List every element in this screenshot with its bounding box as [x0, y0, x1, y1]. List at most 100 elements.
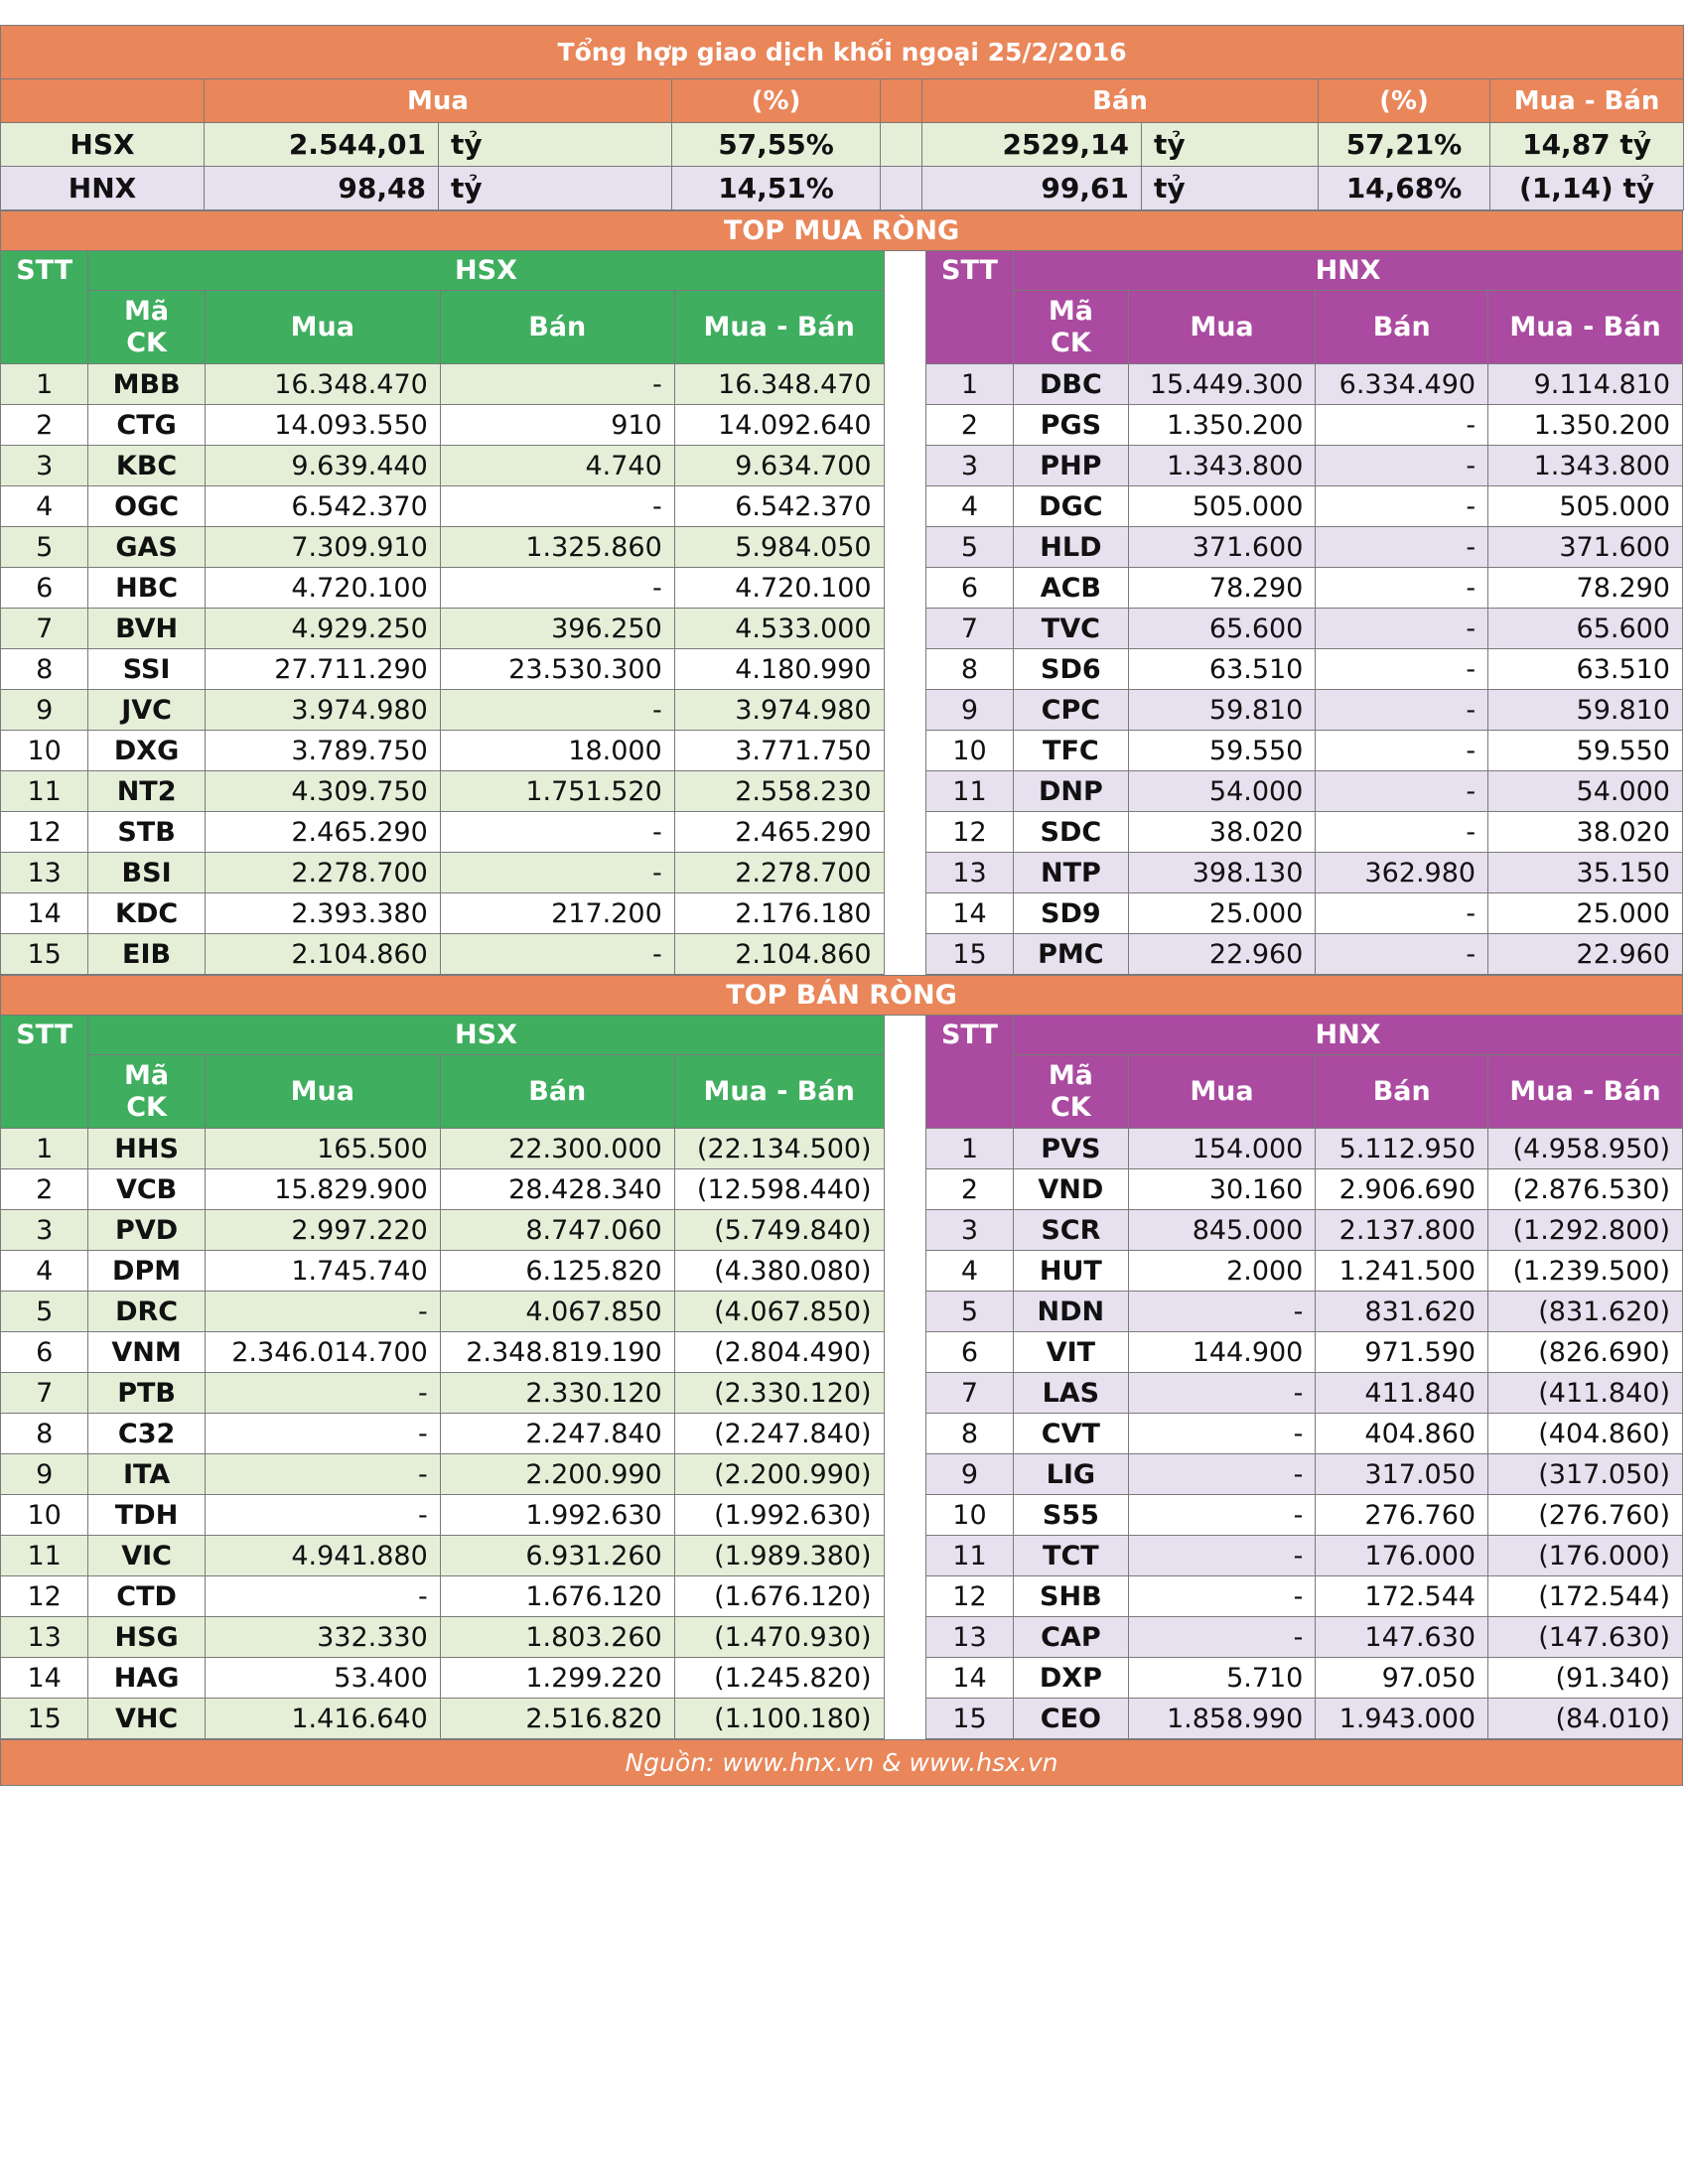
- hsx-buy-cell: 16.348.470: [204, 363, 441, 405]
- hsx-ticker-cell: VHC: [87, 1698, 206, 1739]
- hnx-buy-cell: 65.600: [1127, 608, 1317, 649]
- hnx-sell-cell: -: [1315, 648, 1489, 690]
- hsx-ticker-cell: BSI: [87, 852, 206, 893]
- hsx-sell-cell: 2.516.820: [439, 1698, 675, 1739]
- hnx-ticker-cell: SHB: [1013, 1575, 1129, 1617]
- hsx-sell-cell: 4.067.850: [439, 1291, 675, 1332]
- hnx-ticker-cell: NTP: [1013, 852, 1129, 893]
- hsx-ticker-cell: DRC: [87, 1291, 206, 1332]
- hsx-net-cell: (1.100.180): [673, 1698, 885, 1739]
- hnx-group-header: HNX: [1013, 1015, 1683, 1055]
- hnx-ticker-cell: DNP: [1013, 770, 1129, 812]
- hnx-net-cell: 1.343.800: [1487, 445, 1683, 486]
- table-row: 10 DXG 3.789.750 18.000 3.771.750 10 TFC 59.550…: [0, 730, 1683, 771]
- col-sell: Bán: [439, 290, 675, 364]
- hsx-buy-cell: 2.278.700: [204, 852, 441, 893]
- hnx-buy-cell: -: [1127, 1575, 1317, 1617]
- hsx-ticker-cell: MBB: [87, 363, 206, 405]
- hnx-ticker-cell: S55: [1013, 1494, 1129, 1536]
- hsx-net-cell: (5.749.840): [673, 1209, 885, 1251]
- hnx-ticker-cell: SCR: [1013, 1209, 1129, 1251]
- hnx-sell-cell: 404.860: [1315, 1413, 1489, 1454]
- hsx-stt-cell: 15: [0, 933, 89, 975]
- hsx-net-cell: 5.984.050: [673, 526, 885, 568]
- hsx-stt-cell: 12: [0, 811, 89, 853]
- hsx-ticker-cell: HSG: [87, 1616, 206, 1658]
- hnx-net-cell: 65.600: [1487, 608, 1683, 649]
- hnx-net-cell: (826.690): [1487, 1331, 1683, 1373]
- hsx-stt-cell: 9: [0, 689, 89, 731]
- hnx-ticker-cell: SD9: [1013, 892, 1129, 934]
- hsx-net-cell: (2.247.840): [673, 1413, 885, 1454]
- table-row: 13 BSI 2.278.700-2.278.700 13 NTP 398.130 362.…: [0, 852, 1683, 893]
- hsx-buy-cell: -: [204, 1494, 441, 1536]
- net-value: (1,14) tỷ: [1488, 166, 1685, 210]
- hsx-net-cell: (1.992.630): [673, 1494, 885, 1536]
- hnx-sell-cell: 831.620: [1315, 1291, 1489, 1332]
- hsx-stt-cell: 13: [0, 852, 89, 893]
- hnx-sell-cell: -: [1315, 892, 1489, 934]
- hsx-ticker-cell: PTB: [87, 1372, 206, 1414]
- top-sell-table: TOP BÁN RÒNG STT HSX STT HNX Mã CK Mua Bá…: [0, 975, 1683, 1739]
- hsx-net-cell: (1.245.820): [673, 1657, 885, 1699]
- hsx-ticker-cell: KDC: [87, 892, 206, 934]
- hsx-stt-cell: 12: [0, 1575, 89, 1617]
- col-net: Mua - Bán: [673, 290, 885, 364]
- hnx-sell-cell: 5.112.950: [1315, 1128, 1489, 1169]
- top-buy-title: TOP MUA RÒNG: [0, 210, 1683, 251]
- hsx-buy-cell: 6.542.370: [204, 485, 441, 527]
- hnx-stt-cell: 11: [924, 1535, 1015, 1576]
- hnx-ticker-cell: CEO: [1013, 1698, 1129, 1739]
- hnx-buy-cell: 1.343.800: [1127, 445, 1317, 486]
- hsx-sell-cell: -: [439, 363, 675, 405]
- hsx-ticker-cell: VIC: [87, 1535, 206, 1576]
- hnx-sell-cell: -: [1315, 770, 1489, 812]
- hnx-net-cell: 9.114.810: [1487, 363, 1683, 405]
- hnx-buy-cell: 154.000: [1127, 1128, 1317, 1169]
- hnx-net-cell: (411.840): [1487, 1372, 1683, 1414]
- hnx-sell-cell: 147.630: [1315, 1616, 1489, 1658]
- hsx-net-cell: (4.380.080): [673, 1250, 885, 1292]
- hsx-sell-cell: 2.200.990: [439, 1453, 675, 1495]
- hnx-ticker-cell: TCT: [1013, 1535, 1129, 1576]
- hsx-buy-cell: 3.974.980: [204, 689, 441, 731]
- hnx-net-cell: (404.860): [1487, 1413, 1683, 1454]
- sell-pct: 57,21%: [1318, 122, 1490, 167]
- hnx-stt-cell: 9: [924, 689, 1015, 731]
- buy-value: 2.544,01: [204, 122, 439, 167]
- hsx-ticker-cell: VNM: [87, 1331, 206, 1373]
- hnx-buy-cell: 30.160: [1127, 1168, 1317, 1210]
- hnx-ticker-cell: PGS: [1013, 404, 1129, 446]
- table-row: 4 OGC 6.542.370-6.542.370 4 DGC 505.000-505.0…: [0, 485, 1683, 527]
- hnx-sell-cell: -: [1315, 689, 1489, 731]
- hsx-stt-cell: 5: [0, 1291, 89, 1332]
- hsx-stt-cell: 7: [0, 608, 89, 649]
- hnx-buy-cell: -: [1127, 1372, 1317, 1414]
- table-row: 14 KDC 2.393.380 217.200 2.176.180 14 SD9 25.00…: [0, 892, 1683, 934]
- hnx-sell-cell: 362.980: [1315, 852, 1489, 893]
- hnx-net-cell: (1.239.500): [1487, 1250, 1683, 1292]
- sell-unit: tỷ: [1141, 122, 1319, 167]
- hsx-buy-cell: 15.829.900: [204, 1168, 441, 1210]
- hnx-sell-cell: -: [1315, 567, 1489, 609]
- hsx-stt-cell: 2: [0, 1168, 89, 1210]
- col-ma-ck: Mã CK: [87, 1054, 206, 1129]
- hsx-sell-cell: 28.428.340: [439, 1168, 675, 1210]
- hsx-sell-cell: 910: [439, 404, 675, 446]
- hsx-sell-cell: -: [439, 852, 675, 893]
- hsx-sell-cell: 1.751.520: [439, 770, 675, 812]
- hnx-sell-cell: 1.943.000: [1315, 1698, 1489, 1739]
- hsx-buy-cell: -: [204, 1575, 441, 1617]
- hsx-sell-cell: 6.125.820: [439, 1250, 675, 1292]
- col-stt: STT: [0, 250, 89, 364]
- hnx-ticker-cell: SD6: [1013, 648, 1129, 690]
- hsx-stt-cell: 6: [0, 1331, 89, 1373]
- hsx-net-cell: 16.348.470: [673, 363, 885, 405]
- hnx-sell-cell: -: [1315, 445, 1489, 486]
- footer-table: Nguồn: www.hnx.vn & www.hsx.vn: [0, 1739, 1683, 1786]
- hnx-buy-cell: -: [1127, 1535, 1317, 1576]
- hsx-buy-cell: 165.500: [204, 1128, 441, 1169]
- col-ma-ck: Mã CK: [1013, 1054, 1129, 1129]
- col-ma-ck: Mã CK: [87, 290, 206, 364]
- hsx-buy-cell: 4.929.250: [204, 608, 441, 649]
